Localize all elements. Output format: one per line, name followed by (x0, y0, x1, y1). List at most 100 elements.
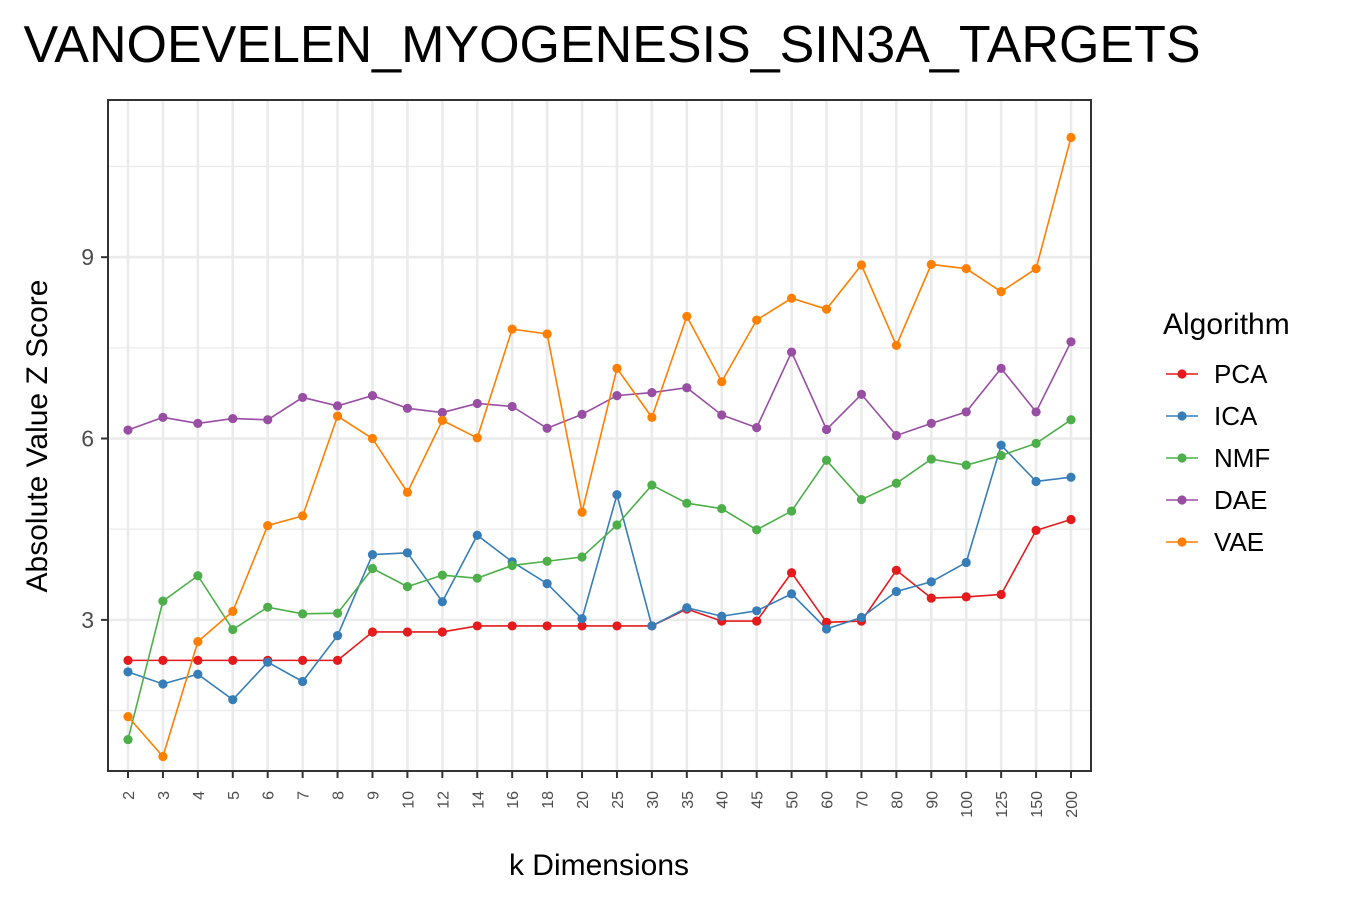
data-point-dae (123, 425, 133, 435)
series-line-vae (127, 137, 1072, 759)
data-point-dae (717, 410, 727, 420)
data-point-ica (472, 530, 482, 540)
y-tick-label: 3 (81, 607, 94, 633)
data-point-pca (786, 568, 797, 578)
data-point-ica (961, 557, 971, 568)
data-point-pca (961, 592, 971, 602)
data-point-vae (821, 304, 832, 314)
data-point-nmf (472, 573, 482, 583)
data-point-pca (367, 627, 378, 637)
data-point-vae (717, 377, 727, 387)
data-point-dae (577, 409, 587, 419)
x-tick-label: 14 (470, 791, 487, 809)
data-point-dae (472, 398, 482, 409)
data-point-pca (332, 655, 343, 665)
data-point-dae (682, 383, 692, 393)
data-point-ica (821, 624, 832, 634)
data-point-dae (158, 412, 168, 422)
data-point-pca (193, 655, 203, 665)
legend: Algorithm PCA ICA NMF DAE VAE (1163, 308, 1290, 557)
data-point-vae (437, 415, 447, 425)
data-point-pca (123, 655, 133, 665)
data-point-vae (263, 520, 273, 531)
x-tick-label: 16 (505, 791, 522, 809)
data-point-dae (542, 423, 552, 433)
x-tick-label: 40 (715, 791, 732, 809)
x-axis: 2 3 4 5 6 7 8 9 10 12 14 16 18 20 25 30 35 40 45 50 60 70 80 90… (121, 771, 1081, 818)
x-axis-title: k Dimensions (509, 849, 689, 882)
data-point-vae (752, 315, 762, 325)
data-point-vae (472, 433, 482, 443)
data-point-vae (367, 433, 378, 444)
x-tick-label: 200 (1064, 791, 1081, 818)
data-point-pca (1031, 525, 1041, 536)
data-point-nmf (926, 454, 936, 464)
legend-key-point-vae (1177, 537, 1187, 547)
data-point-dae (612, 391, 622, 401)
x-tick-label: 20 (575, 791, 592, 809)
data-point-nmf (647, 480, 657, 490)
x-tick-label: 4 (191, 791, 208, 800)
data-point-dae (228, 413, 238, 424)
data-point-vae (891, 340, 901, 351)
x-tick-label: 35 (680, 791, 697, 809)
legend-key-point-pca (1177, 369, 1187, 379)
x-tick-label: 25 (610, 791, 627, 809)
data-point-ica (786, 589, 797, 599)
x-tick-label: 70 (854, 791, 871, 809)
data-point-dae (367, 391, 378, 401)
x-tick-label: 2 (121, 791, 138, 800)
data-point-nmf (891, 478, 901, 488)
data-point-ica (647, 621, 657, 631)
data-point-vae (647, 412, 657, 422)
x-tick-label: 8 (331, 791, 348, 800)
data-point-nmf (332, 608, 343, 618)
data-point-ica (228, 695, 238, 705)
data-point-ica (123, 667, 133, 677)
chart-title: VANOEVELEN_MYOGENESIS_SIN3A_TARGETS (23, 16, 1200, 74)
data-point-dae (926, 418, 936, 429)
series-lines (127, 137, 1072, 759)
data-point-pca (472, 621, 482, 631)
legend-label-dae: DAE (1214, 485, 1267, 515)
x-tick-label: 7 (296, 791, 313, 800)
data-point-ica (891, 586, 901, 597)
data-point-vae (1031, 264, 1041, 274)
data-point-dae (437, 407, 447, 418)
data-point-dae (752, 423, 762, 433)
data-point-nmf (123, 734, 133, 745)
data-point-dae (647, 387, 657, 398)
data-point-vae (158, 751, 168, 762)
data-point-vae (123, 711, 133, 722)
series-line-nmf (127, 419, 1072, 740)
y-axis-title: Absolute Value Z Score (21, 280, 54, 593)
data-point-ica (263, 657, 273, 667)
data-point-dae (856, 389, 867, 399)
data-point-nmf (786, 506, 797, 516)
data-point-ica (402, 548, 413, 558)
legend-label-vae: VAE (1214, 527, 1264, 557)
data-point-vae (542, 329, 552, 339)
data-point-pca (752, 616, 762, 626)
data-point-dae (193, 418, 203, 429)
data-point-ica (682, 603, 692, 613)
data-point-ica (158, 679, 168, 689)
data-point-pca (542, 621, 552, 631)
x-tick-label: 80 (889, 791, 906, 809)
x-tick-label: 3 (156, 791, 173, 800)
data-point-nmf (577, 552, 587, 562)
data-point-ica (717, 611, 727, 621)
data-point-dae (1066, 337, 1076, 347)
data-point-ica (752, 606, 762, 616)
data-point-ica (437, 597, 447, 607)
data-point-nmf (961, 460, 971, 470)
data-point-ica (926, 577, 936, 587)
data-point-vae (332, 411, 343, 421)
y-tick-label: 9 (81, 244, 94, 270)
data-point-vae (402, 487, 413, 497)
data-point-vae (1066, 132, 1076, 143)
data-point-nmf (542, 556, 552, 566)
x-tick-label: 5 (226, 791, 243, 800)
data-point-vae (682, 311, 692, 322)
